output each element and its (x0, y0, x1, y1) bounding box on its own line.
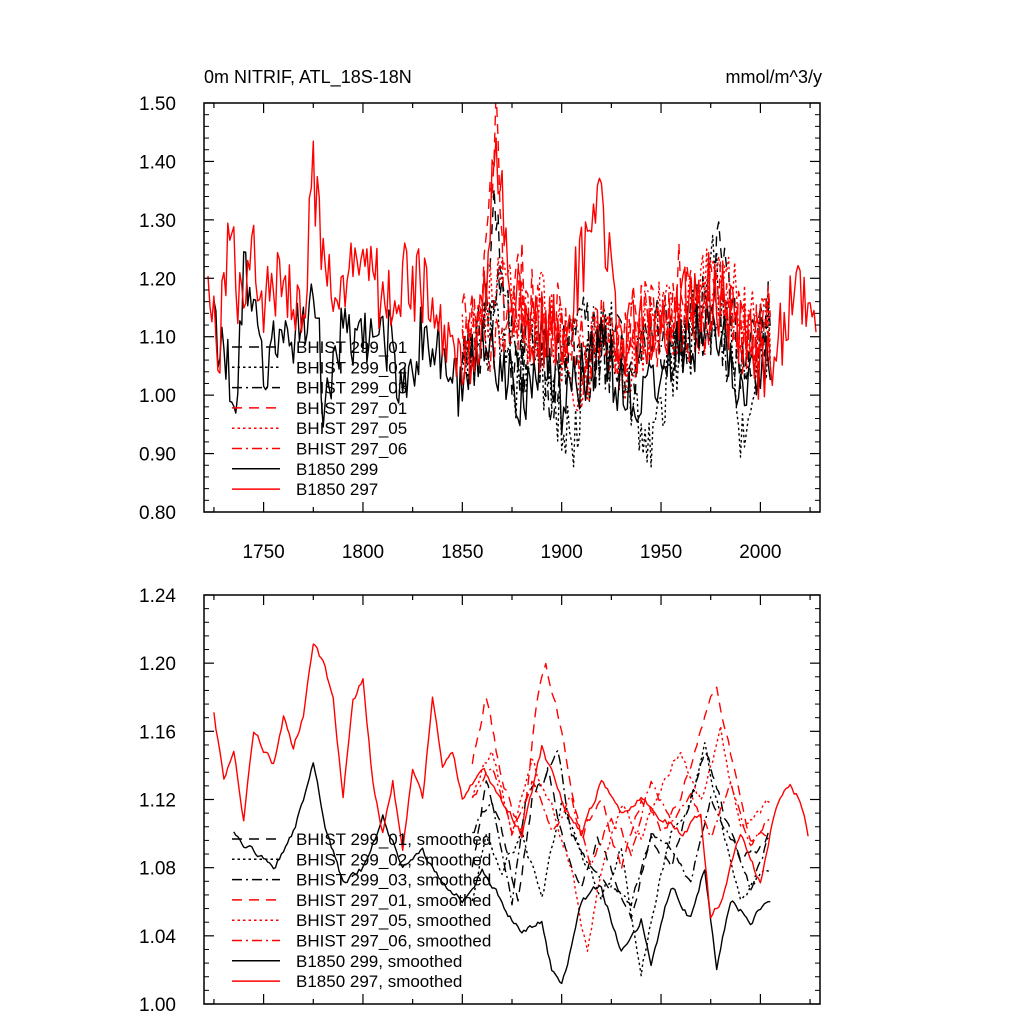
series-line (471, 742, 771, 977)
x-tick-label: 1950 (640, 542, 682, 563)
series-line (207, 137, 817, 400)
panel-top: 0m NITRIF, ATL_18S-18N mmol/m^3/y 0.800.… (139, 67, 822, 563)
legend-label: BHIST 299_01, smoothed (296, 830, 491, 849)
y-tick-label: 1.00 (139, 386, 176, 407)
y-tick-label: 1.10 (139, 328, 176, 349)
legend-label: BHIST 297_06, smoothed (296, 932, 491, 951)
series-line (471, 767, 771, 867)
chart-title: 0m NITRIF, ATL_18S-18N (204, 67, 412, 88)
axis-ticks: 0.80 0.90 1.00 1.10 1.20 1.30 1.40 1.50 1750 1800… (139, 94, 820, 563)
x-tick-label: 1800 (342, 542, 384, 563)
x-tick-label: 1850 (441, 542, 483, 563)
y-tick-label: 0.90 (139, 445, 176, 466)
legend-label: BHIST 299_02, smoothed (296, 850, 491, 869)
legend-label: BHIST 297_05, smoothed (296, 911, 491, 930)
series-line (233, 762, 771, 985)
series-line (471, 662, 771, 871)
y-tick-label: 1.30 (139, 211, 176, 232)
series-line (461, 248, 771, 412)
series-group (207, 103, 817, 468)
series-line (471, 725, 771, 952)
y-tick-label: 1.08 (139, 859, 176, 880)
y-tick-label: 1.16 (139, 722, 176, 743)
legend-label: BHIST 299_01 (296, 338, 407, 357)
legend-label: B1850 297 (296, 480, 378, 499)
series-group (213, 643, 809, 985)
y-tick-label: 1.00 (139, 995, 176, 1016)
y-tick-label: 1.40 (139, 152, 176, 173)
legend-label: B1850 299, smoothed (296, 952, 462, 971)
y-tick-label: 1.24 (139, 586, 176, 607)
x-tick-label: 2000 (739, 542, 781, 563)
legend-label: BHIST 299_03 (296, 379, 407, 398)
legend-label: BHIST 297_01 (296, 399, 407, 418)
x-tick-label: 1900 (541, 542, 583, 563)
series-line (461, 280, 771, 374)
y-tick-label: 1.20 (139, 654, 176, 675)
y-tick-label: 1.50 (139, 94, 176, 115)
legend-label: BHIST 297_06 (296, 440, 407, 459)
series-line (213, 643, 809, 919)
legend-label: BHIST 297_01, smoothed (296, 891, 491, 910)
legend-label: BHIST 297_05 (296, 419, 407, 438)
y-tick-label: 1.12 (139, 791, 176, 812)
series-line (213, 251, 771, 435)
axis-ticks: 1.00 1.04 1.08 1.12 1.16 1.20 1.24 (139, 586, 820, 1016)
panel-bottom: 1.00 1.04 1.08 1.12 1.16 1.20 1.24 BHIST 299_0… (139, 586, 821, 1016)
units-label: mmol/m^3/y (726, 67, 822, 87)
legend-label: BHIST 299_03, smoothed (296, 871, 491, 890)
y-tick-label: 1.04 (139, 927, 176, 948)
legend-label: BHIST 299_02 (296, 358, 407, 377)
y-tick-label: 0.80 (139, 503, 176, 524)
x-tick-label: 1750 (242, 542, 284, 563)
legend-label: B1850 297, smoothed (296, 972, 462, 991)
y-tick-label: 1.20 (139, 269, 176, 290)
legend-label: B1850 299 (296, 460, 378, 479)
